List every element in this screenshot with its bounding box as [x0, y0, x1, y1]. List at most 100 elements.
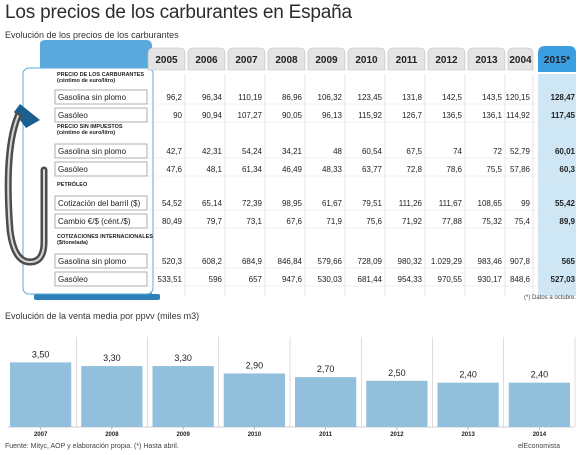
table-cell: 72,39: [242, 199, 263, 208]
table-cell: 72: [493, 147, 502, 156]
table-cell: 67,6: [286, 217, 302, 226]
year-tab: [147, 47, 186, 71]
year-header: 2009: [307, 47, 346, 296]
data-label: 2,50: [388, 368, 406, 378]
table-cell: 90,05: [282, 111, 303, 120]
bar-chart-subtitle: Evolución de la venta media por ppvv (mi…: [5, 311, 200, 321]
table-cell: 75,32: [482, 217, 503, 226]
year-header: 2011: [387, 47, 426, 296]
table-cell: 96,13: [322, 111, 343, 120]
table-cell: 846,84: [278, 257, 303, 266]
table-cell: 98,95: [282, 199, 303, 208]
year-label: 2009: [315, 55, 338, 66]
table-cell: 74: [453, 147, 462, 156]
bar: [223, 373, 285, 427]
table-cell: 73,1: [246, 217, 262, 226]
table-row: Gasóleo 47,6 48,1 61,34 46,49 48,33 63,77 72,8 7…: [54, 161, 577, 177]
table-cell: 143,5: [482, 93, 503, 102]
bar: [366, 380, 428, 427]
table-cell: 42,7: [166, 147, 182, 156]
tick-label: 2009: [176, 432, 190, 438]
table-cell: 114,92: [506, 111, 530, 120]
bar: [437, 382, 499, 427]
table-cell: 42,31: [202, 147, 223, 156]
table-cell: 96,34: [202, 93, 223, 102]
section-header: PETRÓLEO: [57, 180, 88, 188]
table-row: Gasolina sin plomo 42,7 42,31 54,24 34,21 48 6…: [54, 143, 577, 159]
year-tab: [538, 46, 576, 72]
table-cell: 520,3: [162, 257, 183, 266]
data-label: 2,70: [317, 364, 335, 374]
table-cell: 930,17: [478, 275, 503, 284]
table-cell: 75,4: [514, 217, 530, 226]
year-tab: [507, 47, 534, 71]
row-label: Gasóleo: [58, 111, 88, 120]
data-label: 2,40: [459, 370, 477, 380]
data-label: 2,90: [246, 360, 264, 370]
year-tab: [347, 47, 386, 71]
table-cell: 596: [209, 275, 223, 284]
table-cell: 86,96: [282, 93, 303, 102]
table-cell: 954,33: [398, 275, 423, 284]
table-cell: 60,3: [559, 165, 575, 174]
table-cell: 128,47: [551, 93, 576, 102]
table-cell: 67,5: [406, 147, 422, 156]
table-cell: 533,51: [158, 275, 183, 284]
table-cell: 71,9: [326, 217, 342, 226]
section-unit: ($/tonelada): [57, 240, 88, 246]
table-cell: 46,49: [282, 165, 303, 174]
year-label: 2005: [155, 55, 178, 66]
data-label: 3,50: [32, 349, 50, 359]
tick-label: 2011: [319, 432, 333, 438]
table-cell: 106,32: [318, 93, 343, 102]
table-cell: 142,5: [442, 93, 463, 102]
row-label-box: [54, 143, 148, 159]
table-cell: 48,1: [206, 165, 222, 174]
table-row: Gasóleo 533,51 596 657 947,6 530,03 681,44 954,…: [54, 271, 577, 287]
section-unit: (céntimo de euro/litro): [57, 130, 115, 136]
row-label: Gasóleo: [58, 165, 88, 174]
data-label: 3,30: [103, 353, 121, 363]
table-cell: 108,65: [478, 199, 503, 208]
table-subtitle: Evolución de los precios de los carburan…: [5, 30, 179, 40]
year-label: 2013: [475, 55, 498, 66]
tick-label: 2007: [34, 432, 48, 438]
table-cell: 657: [249, 275, 263, 284]
row-label-box: [54, 253, 148, 269]
year-header: 2004: [507, 47, 534, 296]
row-label-box: [54, 213, 148, 229]
table-cell: 80,49: [162, 217, 183, 226]
source-footer: Fuente: Mityc, AOP y elaboración propia.…: [5, 443, 179, 450]
year-tab: [427, 47, 466, 71]
table-cell: 72,8: [406, 165, 422, 174]
table-cell: 78,6: [446, 165, 462, 174]
table-cell: 63,77: [362, 165, 383, 174]
table-row: Cotización del barril ($) 54,52 65,14 72,39…: [54, 195, 577, 211]
year-label: 2006: [195, 55, 218, 66]
bar: [81, 366, 143, 427]
table-cell: 681,44: [358, 275, 383, 284]
table-cell: 126,7: [402, 111, 423, 120]
table-cell: 111,26: [399, 199, 423, 208]
year-label: 2010: [355, 55, 378, 66]
year-tab: [467, 47, 506, 71]
table-cell: 90: [173, 111, 182, 120]
footnote-october: (*) Datos a octubre.: [524, 295, 577, 301]
section-title: COTIZACIONES INTERNACIONALES: [57, 234, 153, 240]
year-label: 2008: [275, 55, 298, 66]
row-label-box: [54, 107, 148, 123]
table-cell: 61,34: [242, 165, 263, 174]
row-label-box: [54, 89, 148, 105]
table-cell: 123,45: [358, 93, 383, 102]
table-cell: 608,2: [202, 257, 223, 266]
bar: [295, 377, 357, 427]
table-cell: 48,33: [322, 165, 343, 174]
table-row: Gasolina sin plomo 520,3 608,2 684,9 846,84 5…: [54, 253, 577, 269]
section-header: PRECIO SIN IMPUESTOS(céntimo de euro/lit…: [57, 124, 123, 136]
table-cell: 111,67: [439, 199, 463, 208]
year-label: 2007: [235, 55, 258, 66]
year-tab: [307, 47, 346, 71]
table-cell: 136,5: [442, 111, 463, 120]
row-label-box: [54, 195, 148, 211]
